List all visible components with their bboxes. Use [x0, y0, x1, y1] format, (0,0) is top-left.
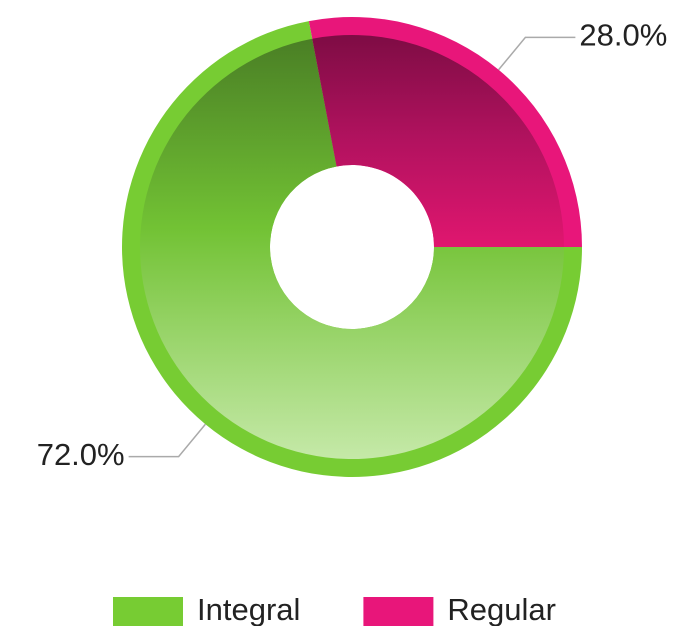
legend-swatch: [363, 597, 434, 626]
data-label: 28.0%: [579, 18, 667, 53]
legend-label: Integral: [197, 592, 300, 626]
leader-line: [128, 423, 206, 458]
leader-line: [498, 36, 576, 71]
data-label: 72.0%: [37, 437, 125, 472]
legend-label: Regular: [447, 592, 556, 626]
slice-shade: [312, 35, 564, 248]
slice-shade: [139, 38, 564, 460]
legend-swatch: [113, 597, 183, 626]
